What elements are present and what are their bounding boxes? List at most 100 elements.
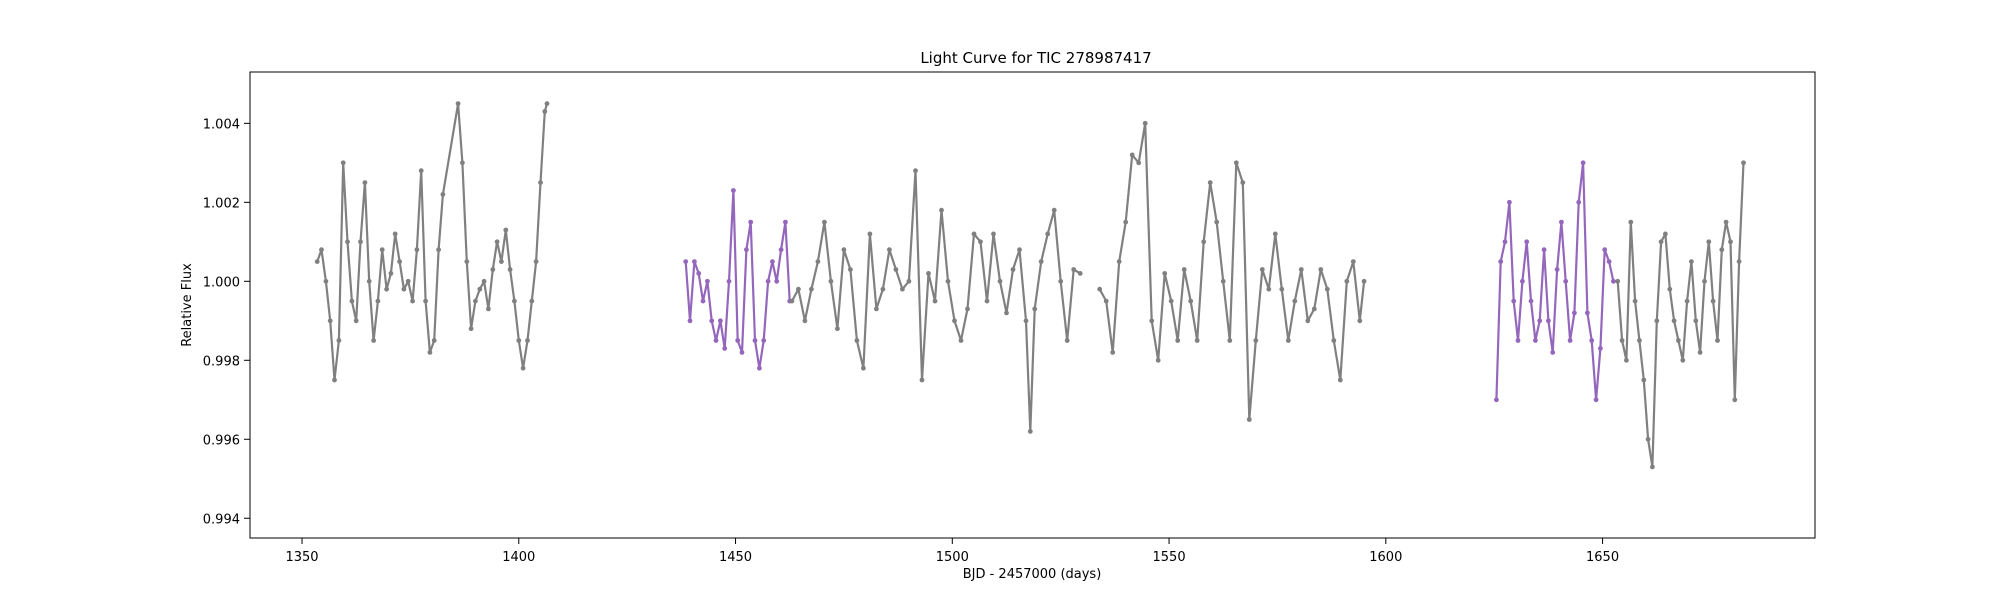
data-point xyxy=(362,180,368,186)
data-point xyxy=(314,259,320,264)
data-point xyxy=(349,298,355,304)
data-point xyxy=(366,278,372,284)
data-point xyxy=(1645,436,1651,442)
data-point xyxy=(913,168,918,174)
data-point xyxy=(1619,338,1625,343)
data-point xyxy=(1602,247,1608,253)
y-axis: 0.994 0.996 0.998 1.000 1.002 1.004 xyxy=(203,117,250,527)
data-point xyxy=(1324,286,1330,292)
data-point xyxy=(1017,247,1022,253)
data-point xyxy=(1515,338,1521,343)
y-tick-label: 1.000 xyxy=(203,275,240,290)
data-point xyxy=(1259,267,1265,272)
data-point xyxy=(1511,298,1517,304)
data-point xyxy=(1142,120,1148,126)
data-point xyxy=(1689,259,1694,264)
data-point xyxy=(1149,318,1155,324)
data-point xyxy=(1175,338,1181,343)
x-tick-label: 1500 xyxy=(936,550,969,565)
data-point xyxy=(1533,338,1538,343)
data-point xyxy=(1292,298,1298,304)
data-point xyxy=(1051,207,1057,213)
data-point xyxy=(436,247,441,253)
data-point xyxy=(1728,239,1733,245)
data-point xyxy=(427,350,433,355)
plot-frame xyxy=(249,71,1816,539)
series-trace xyxy=(1616,162,1745,468)
data-point xyxy=(696,271,702,276)
series-0 xyxy=(314,101,550,383)
data-point xyxy=(939,207,944,213)
data-point xyxy=(835,326,840,332)
series-trace xyxy=(316,102,549,382)
data-point xyxy=(722,346,728,351)
data-point xyxy=(1624,357,1629,363)
data-point xyxy=(1305,318,1311,324)
data-point xyxy=(1528,298,1534,304)
data-point xyxy=(687,318,693,324)
data-point xyxy=(1606,259,1612,264)
data-point xyxy=(481,278,487,284)
data-point xyxy=(473,298,478,304)
data-point xyxy=(1702,278,1707,284)
data-point xyxy=(544,101,550,106)
data-point xyxy=(1227,338,1233,343)
data-point xyxy=(1723,219,1729,225)
data-point xyxy=(1524,239,1530,245)
series-5 xyxy=(1615,160,1746,470)
data-point xyxy=(1214,219,1220,225)
x-tick-label: 1450 xyxy=(719,550,752,565)
data-point xyxy=(887,247,892,253)
data-point xyxy=(761,338,767,343)
data-point xyxy=(1220,278,1226,284)
data-point xyxy=(1719,247,1725,253)
data-point xyxy=(1027,429,1033,434)
data-point xyxy=(1680,357,1686,363)
data-point xyxy=(705,278,710,284)
data-point xyxy=(1246,417,1252,422)
data-point xyxy=(1554,267,1560,272)
data-point xyxy=(1671,318,1677,324)
data-point xyxy=(744,247,749,253)
data-point xyxy=(388,271,394,276)
data-point xyxy=(533,259,539,264)
data-point xyxy=(1559,219,1564,225)
data-point xyxy=(1253,338,1259,343)
data-point xyxy=(397,259,402,264)
series-4 xyxy=(1494,160,1616,403)
data-point xyxy=(455,101,461,106)
data-point xyxy=(739,350,745,355)
data-point xyxy=(965,306,970,312)
data-point xyxy=(1064,338,1070,343)
data-point xyxy=(1632,298,1638,304)
data-point xyxy=(958,338,964,343)
data-point xyxy=(1641,377,1647,383)
data-point xyxy=(1097,286,1103,292)
data-point xyxy=(726,278,732,284)
data-point xyxy=(440,192,446,197)
data-point xyxy=(770,259,775,264)
data-point xyxy=(713,338,719,343)
data-point xyxy=(1585,310,1590,316)
data-point xyxy=(880,286,886,292)
data-point xyxy=(945,278,951,284)
data-point xyxy=(752,338,758,343)
data-point xyxy=(1732,397,1738,403)
data-point xyxy=(460,160,465,166)
data-point xyxy=(353,318,359,324)
series-trace xyxy=(790,169,1081,433)
data-point xyxy=(423,298,428,304)
data-point xyxy=(1272,231,1278,237)
series-1 xyxy=(683,188,793,371)
data-point xyxy=(809,286,814,292)
data-point xyxy=(778,247,784,253)
data-point xyxy=(893,267,899,272)
data-point xyxy=(1697,350,1703,355)
data-point xyxy=(379,247,385,253)
data-point xyxy=(1298,267,1304,272)
series-3 xyxy=(1097,120,1367,422)
data-point xyxy=(1494,397,1499,403)
data-point xyxy=(1676,338,1681,343)
data-point xyxy=(861,365,866,371)
